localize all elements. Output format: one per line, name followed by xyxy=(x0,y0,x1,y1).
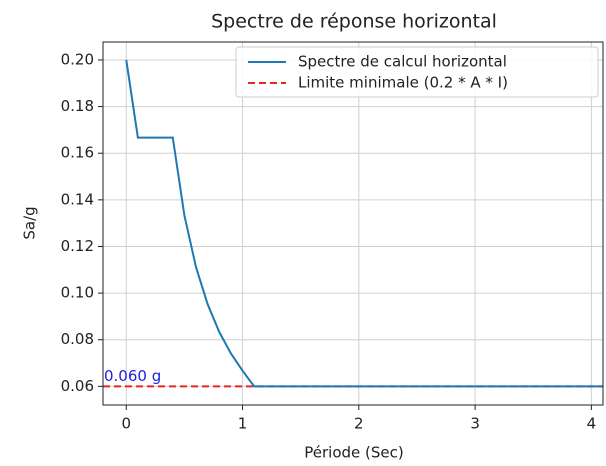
y-tick-label: 0.18 xyxy=(61,97,94,115)
x-tick-label: 1 xyxy=(238,415,248,433)
y-tick-label: 0.12 xyxy=(61,237,94,255)
x-tick-label: 4 xyxy=(587,415,597,433)
y-tick-label: 0.16 xyxy=(61,144,94,162)
y-tick-label: 0.08 xyxy=(61,330,94,348)
y-axis-label: Sa/g xyxy=(21,206,39,239)
x-tick-label: 0 xyxy=(121,415,131,433)
x-axis-label: Période (Sec) xyxy=(304,444,403,462)
legend-label: Spectre de calcul horizontal xyxy=(298,53,507,71)
legend-label: Limite minimale (0.2 * A * I) xyxy=(298,74,508,92)
legend-box xyxy=(235,46,599,98)
plot-frame xyxy=(102,41,604,406)
y-tick-label: 0.10 xyxy=(61,284,94,302)
x-tick-label: 2 xyxy=(354,415,364,433)
y-tick-label: 0.20 xyxy=(61,50,94,68)
y-tick-label: 0.14 xyxy=(61,190,94,208)
y-tick-label: 0.06 xyxy=(61,377,94,395)
annotation: 0.060 g xyxy=(104,367,161,385)
chart-title: Spectre de réponse horizontal xyxy=(211,11,497,33)
x-tick-label: 3 xyxy=(470,415,480,433)
data-line xyxy=(125,59,603,388)
